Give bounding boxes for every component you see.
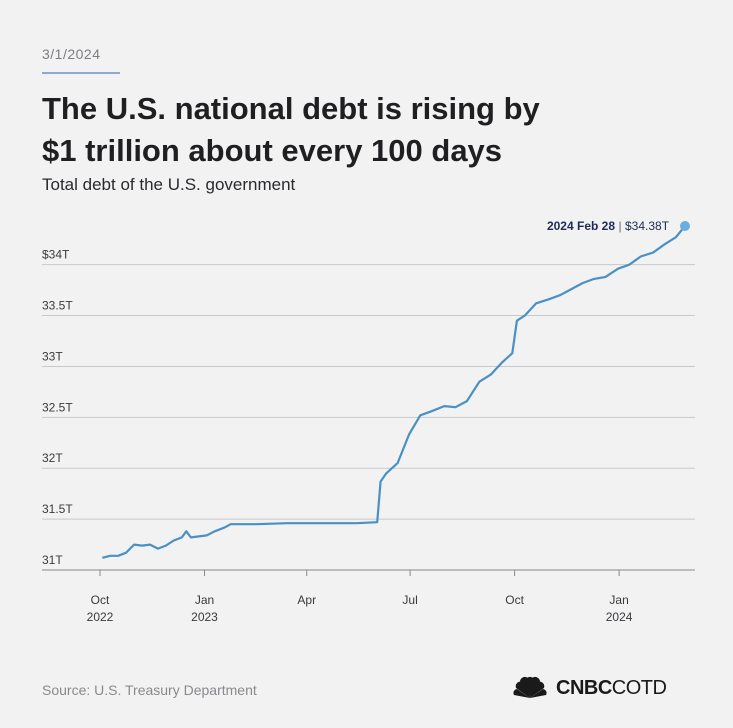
latest-value-point — [680, 221, 690, 231]
date-underline — [42, 72, 120, 74]
debt-series-line — [102, 225, 686, 559]
brand-bold: CNBC — [556, 676, 612, 699]
x-tick-label: Oct — [505, 593, 524, 607]
x-tick-label: Jan — [609, 593, 628, 607]
x-tick-label: Jan — [195, 593, 214, 607]
y-tick-label: 32T — [42, 451, 63, 465]
x-tick-year-label: 2023 — [191, 610, 218, 624]
date-label: 3/1/2024 — [42, 46, 101, 62]
chart-title: The U.S. national debt is rising by $1 t… — [42, 88, 682, 172]
debt-line-chart: $34T 33.5T 33T 32.5T 32T 31.5T 31T Oct 2022 Jan 2… — [42, 219, 695, 624]
annotation-separator: | — [618, 219, 621, 233]
y-tick-labels: $34T 33.5T 33T 32.5T 32T 31.5T 31T — [42, 248, 73, 567]
y-tick-label: $34T — [42, 248, 70, 262]
x-tick-label: Oct — [91, 593, 110, 607]
x-tick-year-label: 2024 — [606, 610, 633, 624]
y-tick-label: 32.5T — [42, 400, 73, 414]
brand-wordmark: CNBCCOTD — [556, 676, 667, 700]
title-line-1: The U.S. national debt is rising by — [42, 91, 540, 126]
x-tick-labels: Oct 2022 Jan 2023 Apr Jul Oct Jan 2024 — [87, 570, 633, 624]
chart-subtitle: Total debt of the U.S. government — [42, 175, 296, 194]
y-tick-label: 33T — [42, 349, 63, 363]
x-tick-label: Jul — [402, 593, 417, 607]
brand-logo: CNBCCOTD — [510, 676, 667, 700]
peacock-icon — [513, 676, 547, 698]
grid-layer — [42, 264, 695, 571]
source-note: Source: U.S. Treasury Department — [42, 682, 257, 698]
annotation-value: $34.38T — [625, 219, 670, 233]
title-line-2: $1 trillion about every 100 days — [42, 133, 503, 168]
brand-light: COTD — [611, 676, 667, 699]
annotation-date: 2024 Feb 28 — [547, 219, 615, 233]
y-tick-label: 31.5T — [42, 502, 73, 516]
y-tick-label: 31T — [42, 553, 63, 567]
x-tick-label: Apr — [297, 593, 316, 607]
x-tick-year-label: 2022 — [87, 610, 114, 624]
y-tick-label: 33.5T — [42, 299, 73, 313]
